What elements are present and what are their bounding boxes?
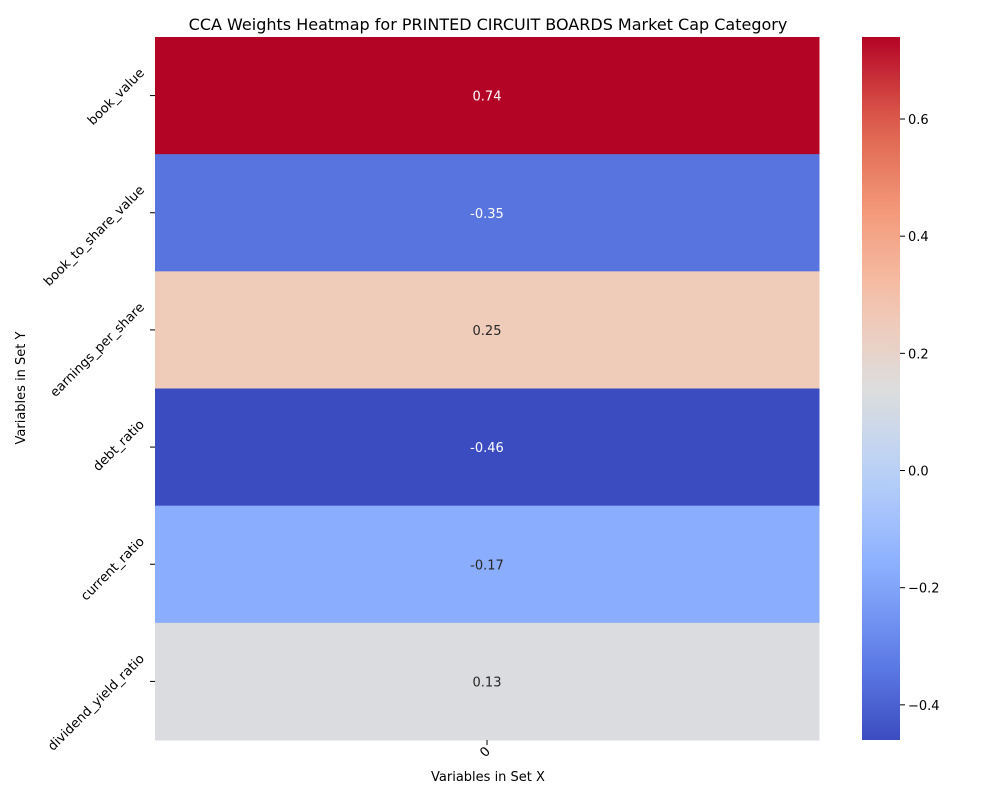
heatmap-cell: [155, 37, 820, 155]
y-axis-label: Variables in Set Y: [14, 331, 29, 444]
heatmap-cell: [155, 154, 820, 272]
heatmap-cell: [155, 271, 820, 389]
colorbar: −0.4 −0.2 0.0 0.2 0.4 0.6: [862, 37, 940, 740]
cell-value-label: 0.74: [473, 90, 502, 105]
y-tick-label: dividend_yield_ratio: [45, 652, 148, 755]
y-tick-label: current_ratio: [78, 534, 148, 604]
heatmap-cell: [155, 622, 820, 741]
colorbar-gradient: [862, 37, 900, 740]
cell-value-label: -0.35: [470, 207, 504, 222]
colorbar-tick-label: 0.6: [908, 113, 929, 128]
y-tick-label: book_value: [85, 66, 148, 129]
chart-title: CCA Weights Heatmap for PRINTED CIRCUIT …: [189, 15, 788, 34]
x-tick-label: 0: [477, 744, 493, 760]
cell-value-label: 0.13: [473, 675, 502, 690]
heatmap-cell: [155, 505, 820, 624]
heatmap-cells: 0.74 -0.35 0.25 -0.46 -0.17 0.13: [155, 37, 820, 741]
colorbar-tick-label: −0.4: [908, 699, 940, 714]
colorbar-tick-label: 0.4: [908, 230, 929, 245]
y-tick-label: debt_ratio: [90, 417, 147, 474]
y-tick-label: earnings_per_share: [48, 300, 148, 400]
colorbar-tick-label: 0.2: [908, 347, 929, 362]
x-axis: 0: [477, 740, 494, 761]
x-axis-label: Variables in Set X: [431, 770, 545, 785]
colorbar-tick-label: 0.0: [908, 465, 929, 480]
cell-value-label: -0.17: [470, 558, 504, 573]
heatmap-cell: [155, 388, 820, 507]
cell-value-label: 0.25: [473, 324, 502, 339]
y-axis: book_value book_to_share_valueearnings_pe…: [41, 66, 155, 754]
colorbar-tick-label: −0.2: [908, 582, 940, 597]
y-tick-label: book_to_share_value: [41, 183, 148, 290]
cell-value-label: -0.46: [470, 441, 504, 456]
